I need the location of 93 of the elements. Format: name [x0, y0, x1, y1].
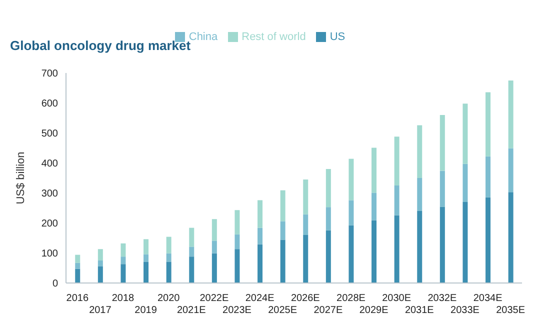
bar [189, 256, 194, 283]
chart-title: Global oncology drug market [10, 38, 191, 53]
y-tick-label: 600 [41, 98, 58, 110]
bar [212, 253, 217, 283]
y-tick-label: 700 [41, 68, 58, 80]
bar [486, 197, 491, 283]
bar [234, 249, 240, 283]
bar [417, 125, 422, 178]
bar [280, 190, 286, 222]
bar [280, 221, 286, 240]
bar [372, 192, 377, 220]
bar [212, 240, 217, 254]
bar [326, 207, 331, 230]
bar [462, 164, 468, 202]
x-tick-label: 2030E [382, 293, 412, 304]
bar [234, 210, 240, 234]
y-tick-label: 100 [41, 248, 58, 260]
bar [75, 254, 80, 263]
x-tick-label: 2020 [157, 293, 180, 304]
bar [348, 158, 354, 200]
bar [508, 80, 514, 148]
bar [486, 92, 491, 156]
bar [98, 260, 103, 266]
bar [462, 202, 468, 283]
bar [508, 148, 514, 192]
bar [303, 214, 308, 235]
bar [75, 268, 80, 283]
bar [417, 178, 422, 211]
x-tick-label: 2016 [66, 293, 89, 304]
bar [144, 262, 149, 283]
x-tick-label: 2019 [134, 305, 158, 316]
x-tick-label: 2025E [268, 305, 298, 316]
y-tick-label: 200 [41, 218, 58, 230]
legend-label: China [188, 31, 218, 43]
bar [166, 262, 172, 283]
bar [75, 262, 80, 269]
bar [508, 192, 514, 283]
bar [303, 235, 308, 283]
bar [189, 228, 194, 247]
bar [280, 240, 286, 283]
bar [166, 236, 172, 254]
y-tick-label: 300 [41, 188, 58, 200]
x-tick-label: 2017 [89, 305, 112, 316]
x-tick-label: 2035E [496, 305, 526, 316]
bar [462, 104, 468, 164]
bar [258, 200, 263, 228]
bar [348, 225, 354, 283]
y-tick-label: 500 [41, 128, 58, 140]
bar [372, 220, 377, 283]
bar [326, 169, 331, 208]
bar [120, 243, 126, 257]
bar [258, 244, 263, 283]
bar [440, 115, 445, 171]
bar [258, 228, 263, 244]
legend-label: Rest of world [242, 31, 306, 43]
bar [440, 206, 445, 283]
bar [144, 254, 149, 262]
bar [326, 230, 331, 283]
y-tick-label: 400 [41, 158, 58, 170]
bar [98, 249, 103, 260]
x-tick-label: 2028E [336, 293, 366, 304]
bar [166, 253, 172, 262]
bar [234, 234, 240, 250]
x-tick-label: 2021E [176, 305, 206, 316]
x-tick-label: 2024E [245, 293, 275, 304]
bar [212, 219, 217, 241]
bar [394, 186, 400, 216]
x-tick-label: 2034E [473, 293, 503, 304]
bar [303, 180, 308, 214]
bar [486, 156, 491, 198]
bar [394, 136, 400, 186]
x-tick-label: 2018 [112, 293, 135, 304]
x-tick-label: 2023E [222, 305, 252, 316]
bar [417, 211, 422, 283]
bar [120, 256, 126, 264]
x-tick-label: 2031E [404, 305, 434, 316]
bar [440, 170, 445, 207]
bar [348, 200, 354, 226]
y-axis-title: US$ billion [14, 152, 27, 204]
bar [98, 266, 103, 283]
bar [394, 215, 400, 283]
x-tick-label: 2022E [200, 293, 229, 304]
x-tick-label: 2027E [314, 305, 343, 316]
bar [120, 264, 126, 283]
bar [144, 239, 149, 254]
bar [372, 148, 377, 193]
y-tick-label: 0 [52, 278, 58, 290]
legend-label: US [330, 31, 346, 43]
x-tick-label: 2026E [290, 293, 320, 304]
x-tick-label: 2033E [450, 305, 480, 316]
bar [189, 246, 194, 257]
x-tick-label: 2032E [428, 293, 457, 304]
x-tick-label: 2029E [359, 305, 389, 316]
